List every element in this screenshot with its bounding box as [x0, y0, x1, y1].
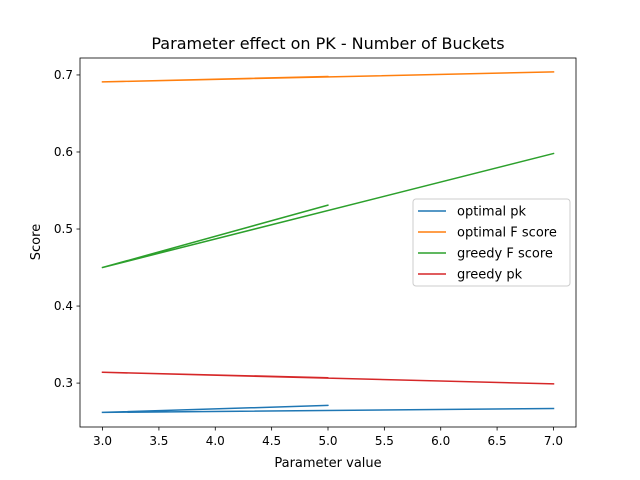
series-line-1 [101, 404, 555, 414]
chart-title: Parameter effect on PK - Number of Bucke… [151, 34, 504, 53]
x-tick-label: 6.5 [488, 434, 507, 448]
y-tick-label: 0.4 [54, 299, 73, 313]
x-tick-label: 5.0 [318, 434, 337, 448]
series-line-3 [101, 152, 555, 269]
y-tick-label: 0.5 [54, 222, 73, 236]
legend-label: optimal pk [457, 205, 527, 220]
x-tick-label: 4.0 [206, 434, 225, 448]
y-tick-label: 0.3 [54, 376, 73, 390]
x-tick-label: 3.5 [149, 434, 168, 448]
legend-label: greedy F score [457, 247, 553, 262]
x-tick-label: 7.0 [544, 434, 563, 448]
x-axis-label: Parameter value [274, 456, 381, 471]
y-axis-label: Score [29, 224, 44, 260]
y-tick-label: 0.7 [54, 68, 73, 82]
x-tick-label: 4.5 [262, 434, 281, 448]
legend: optimal pk optimal F score greedy F score g… [412, 198, 571, 287]
y-tick-label: 0.6 [54, 145, 73, 159]
x-tick-label: 3.0 [93, 434, 112, 448]
legend-label: optimal F score [457, 226, 557, 241]
plot-area: 3.0 3.5 4.0 4.5 5.0 5.5 6.0 6.5 7.0 0.3 0.4 0.5 0.6 0… [54, 57, 577, 448]
x-tick-label: 5.5 [375, 434, 394, 448]
series-line-2 [101, 71, 555, 83]
series-line-4 [101, 371, 555, 385]
legend-box [412, 198, 571, 287]
x-tick-label: 6.0 [431, 434, 450, 448]
legend-label: greedy pk [457, 268, 523, 283]
